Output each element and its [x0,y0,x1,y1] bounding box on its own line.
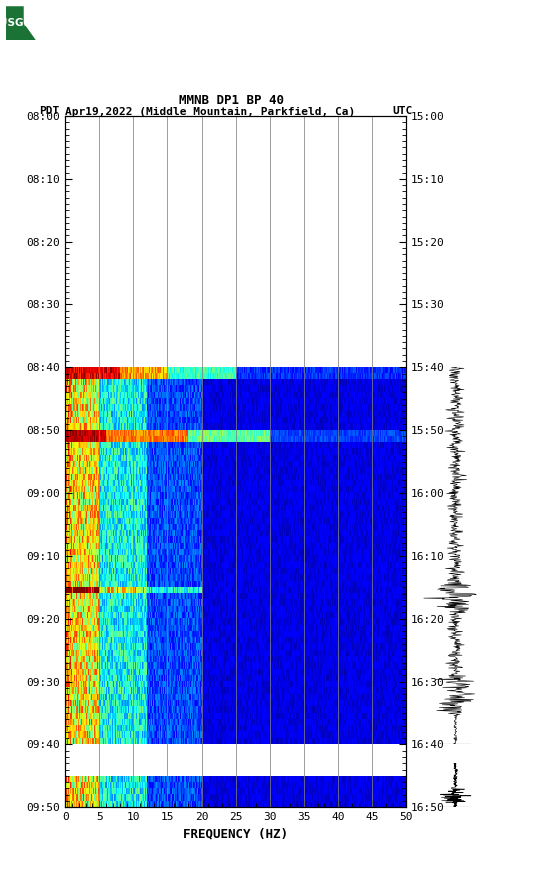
Text: MMNB DP1 BP 40: MMNB DP1 BP 40 [179,95,284,107]
X-axis label: FREQUENCY (HZ): FREQUENCY (HZ) [183,828,288,840]
Text: USGS: USGS [0,18,30,29]
Text: UTC: UTC [393,106,413,117]
Text: PDT: PDT [39,106,59,117]
Polygon shape [6,6,36,40]
Text: Apr19,2022 (Middle Mountain, Parkfield, Ca): Apr19,2022 (Middle Mountain, Parkfield, … [65,106,355,117]
